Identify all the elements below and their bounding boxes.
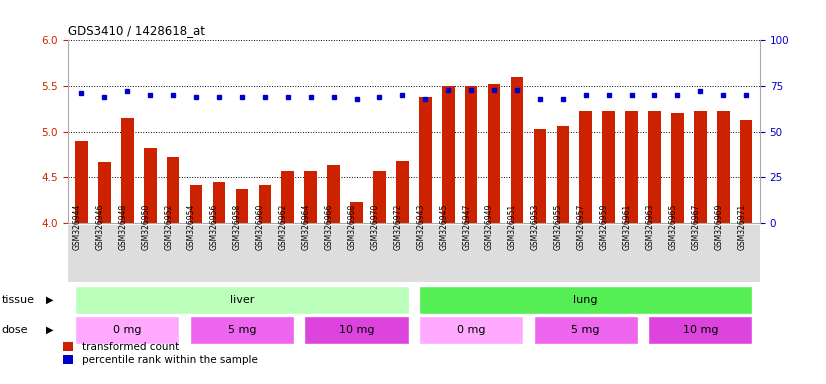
Bar (350, 202, 363, 223)
Text: GSM326970: GSM326970 (370, 204, 379, 250)
Bar (167, 157, 179, 223)
Bar (487, 84, 501, 223)
Text: ▶: ▶ (45, 295, 54, 305)
Bar (625, 111, 638, 223)
Text: 10 mg: 10 mg (339, 325, 374, 335)
Text: 0 mg: 0 mg (457, 325, 486, 335)
Text: GSM326972: GSM326972 (393, 204, 402, 250)
Text: lung: lung (573, 295, 598, 305)
Legend: transformed count, percentile rank within the sample: transformed count, percentile rank withi… (63, 342, 258, 365)
Text: GSM326971: GSM326971 (737, 204, 746, 250)
Text: GSM326958: GSM326958 (233, 204, 242, 250)
Text: tissue: tissue (2, 295, 35, 305)
Text: GSM326946: GSM326946 (96, 204, 104, 250)
Bar (557, 126, 569, 223)
Bar (740, 120, 752, 223)
Bar (579, 111, 592, 223)
Text: GSM326967: GSM326967 (691, 204, 700, 250)
Text: GDS3410 / 1428618_at: GDS3410 / 1428618_at (68, 24, 205, 37)
Text: dose: dose (2, 325, 28, 335)
Bar (648, 111, 661, 223)
Text: GSM326968: GSM326968 (348, 204, 357, 250)
Text: ▶: ▶ (45, 325, 54, 335)
Bar (694, 111, 706, 223)
Text: GSM326964: GSM326964 (301, 204, 311, 250)
Text: 0 mg: 0 mg (113, 325, 141, 335)
Bar (282, 171, 294, 223)
Text: GSM326956: GSM326956 (210, 204, 219, 250)
Text: GSM326947: GSM326947 (462, 204, 471, 250)
Text: 5 mg: 5 mg (228, 325, 256, 335)
Bar (602, 111, 615, 223)
Text: GSM326955: GSM326955 (553, 204, 563, 250)
Text: 5 mg: 5 mg (572, 325, 600, 335)
Bar (235, 189, 249, 223)
Bar (98, 162, 111, 223)
Text: GSM326950: GSM326950 (141, 204, 150, 250)
Text: liver: liver (230, 295, 254, 305)
Bar (213, 182, 225, 223)
Bar (465, 86, 477, 223)
Text: 10 mg: 10 mg (682, 325, 718, 335)
Bar (190, 185, 202, 223)
Text: GSM326943: GSM326943 (416, 204, 425, 250)
Bar (75, 141, 88, 223)
Text: GSM326957: GSM326957 (577, 204, 586, 250)
Bar (442, 86, 454, 223)
Bar (717, 111, 729, 223)
Text: GSM326949: GSM326949 (485, 204, 494, 250)
Text: GSM326953: GSM326953 (531, 204, 540, 250)
Text: GSM326945: GSM326945 (439, 204, 449, 250)
Text: GSM326959: GSM326959 (600, 204, 609, 250)
Bar (671, 113, 684, 223)
Bar (144, 148, 157, 223)
Bar (121, 118, 134, 223)
Text: GSM326960: GSM326960 (256, 204, 265, 250)
Text: GSM326954: GSM326954 (187, 204, 196, 250)
Text: GSM326961: GSM326961 (623, 204, 632, 250)
Text: GSM326951: GSM326951 (508, 204, 517, 250)
Bar (534, 129, 546, 223)
Bar (396, 161, 409, 223)
Text: GSM326969: GSM326969 (714, 204, 724, 250)
Text: GSM326962: GSM326962 (278, 204, 287, 250)
Text: GSM326948: GSM326948 (118, 204, 127, 250)
Text: GSM326952: GSM326952 (164, 204, 173, 250)
Bar (510, 77, 523, 223)
Text: GSM326965: GSM326965 (668, 204, 677, 250)
Text: GSM326963: GSM326963 (645, 204, 654, 250)
Bar (373, 171, 386, 223)
Bar (419, 97, 432, 223)
Text: GSM326966: GSM326966 (325, 204, 334, 250)
Bar (305, 171, 317, 223)
Bar (327, 165, 340, 223)
Bar (259, 185, 271, 223)
Text: GSM326944: GSM326944 (73, 204, 82, 250)
